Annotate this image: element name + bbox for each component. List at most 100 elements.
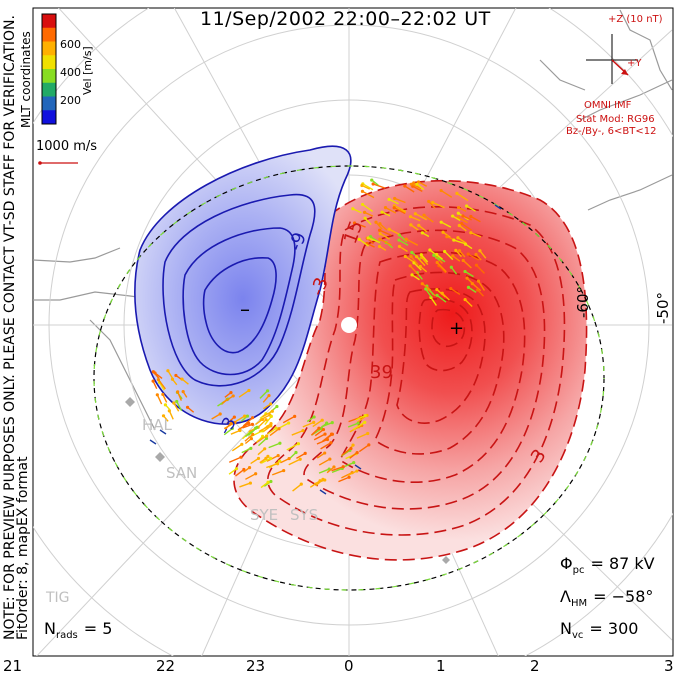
velocity-vector-origin [403,254,407,259]
velocity-vector-origin [363,413,367,418]
velocity-vector [358,444,370,453]
velocity-vector-origin [265,389,270,393]
velocity-vector [398,239,409,246]
velocity-vector [405,238,419,246]
velocity-vector-origin [349,446,353,451]
velocity-vector [223,427,233,436]
latitude-label-60: -60° [574,286,592,318]
velocity-vector [314,428,324,437]
velocity-vector-origin [242,467,246,472]
stat-phi: Φpc = 87 kV [560,554,655,576]
velocity-vector-origin [439,220,443,224]
velocity-vector-origin [268,456,273,460]
velocity-vector [267,427,277,435]
velocity-vector-origin [248,481,252,485]
velocity-vector [271,469,284,476]
velocity-vector-origin [435,293,439,297]
stat-nvc: Nvc = 300 [560,619,638,641]
velocity-vector [362,203,374,213]
velocity-vector [432,201,445,209]
velocity-vector-origin [276,462,280,466]
velocity-vector [466,277,477,287]
velocity-vector [418,224,428,233]
radar-sites [125,397,450,564]
velocity-vector-origin [312,415,316,419]
velocity-vector [436,294,447,303]
velocity-vector [464,299,473,307]
velocity-vector-origin [320,418,324,422]
velocity-vector [423,214,434,223]
velocity-vector [412,185,423,192]
velocity-vector [464,270,474,278]
velocity-vector-origin [387,227,391,231]
imf-y-label: +Y [627,58,642,69]
velocity-vector-origin [460,222,464,226]
velocity-vector-origin [230,426,234,430]
velocity-vector-origin [417,223,421,227]
velocity-vector-origin [293,414,297,418]
velocity-vector-origin [269,424,273,428]
velocity-vector-origin [380,210,384,214]
fit-order-label: FitOrder: 8, mapEX format [15,456,31,640]
velocity-vector-origin [363,420,367,424]
velocity-vector [450,287,461,296]
velocity-vector [440,221,452,228]
velocity-vector-origin [409,223,413,227]
velocity-vector-origin [296,442,301,446]
stat-lambda: ΛHM = −58° [560,587,653,609]
velocity-vector-origin [456,236,460,240]
velocity-vector [413,262,422,271]
velocity-vector [425,288,433,298]
velocity-vector-origin [366,431,370,436]
velocity-vector [444,250,454,261]
colorbar-swatch [42,96,56,111]
velocity-vector [354,464,362,470]
velocity-vector-origin [413,212,417,216]
velocity-vector [461,223,472,231]
velocity-vector-origin [476,288,480,292]
velocity-vector-origin [175,399,179,404]
velocity-vector-origin [378,222,382,226]
velocity-vector [440,189,453,198]
velocity-vector-origin [263,447,267,451]
velocity-vector [379,233,390,240]
velocity-vector-origin [238,428,242,433]
velocity-vector-origin [264,418,268,422]
velocity-vector-origin [351,207,355,211]
velocity-vector-origin [428,248,432,252]
velocity-vector-origin [439,188,443,193]
velocity-vector-origin [321,427,326,432]
velocity-vector [338,476,350,483]
velocity-vector-origin [294,450,298,455]
velocity-vector-origin [409,182,413,186]
velocity-vector-origin [378,232,382,236]
velocity-vector [149,439,157,445]
velocity-vector-origin [461,214,465,218]
colorbar-swatch [42,110,56,125]
velocity-vector-origin [357,237,361,241]
velocity-vector-origin [352,221,357,225]
velocity-vector-origin [250,422,255,426]
velocity-vector-origin [452,238,456,242]
velocity-vector-origin [233,420,237,425]
velocity-vectors [149,178,502,495]
velocity-vector-origin [457,223,461,228]
velocity-vector-origin [328,457,332,461]
velocity-vector [258,437,267,447]
colorbar-swatch [42,55,56,70]
velocity-vector-origin [363,216,367,220]
velocity-vector [264,415,272,425]
potential-max-marker: + [449,318,464,339]
velocity-vector [356,432,368,439]
velocity-vector-origin [239,455,243,459]
velocity-vector [259,390,269,399]
velocity-vector-origin [153,371,157,375]
velocity-vector [266,454,279,462]
velocity-vector-origin [352,460,356,465]
velocity-vector [362,190,375,199]
velocity-vector-origin [478,249,482,253]
velocity-vector-origin [318,479,322,483]
velocity-vector-origin [420,282,424,286]
velocity-vector-origin [371,182,375,186]
